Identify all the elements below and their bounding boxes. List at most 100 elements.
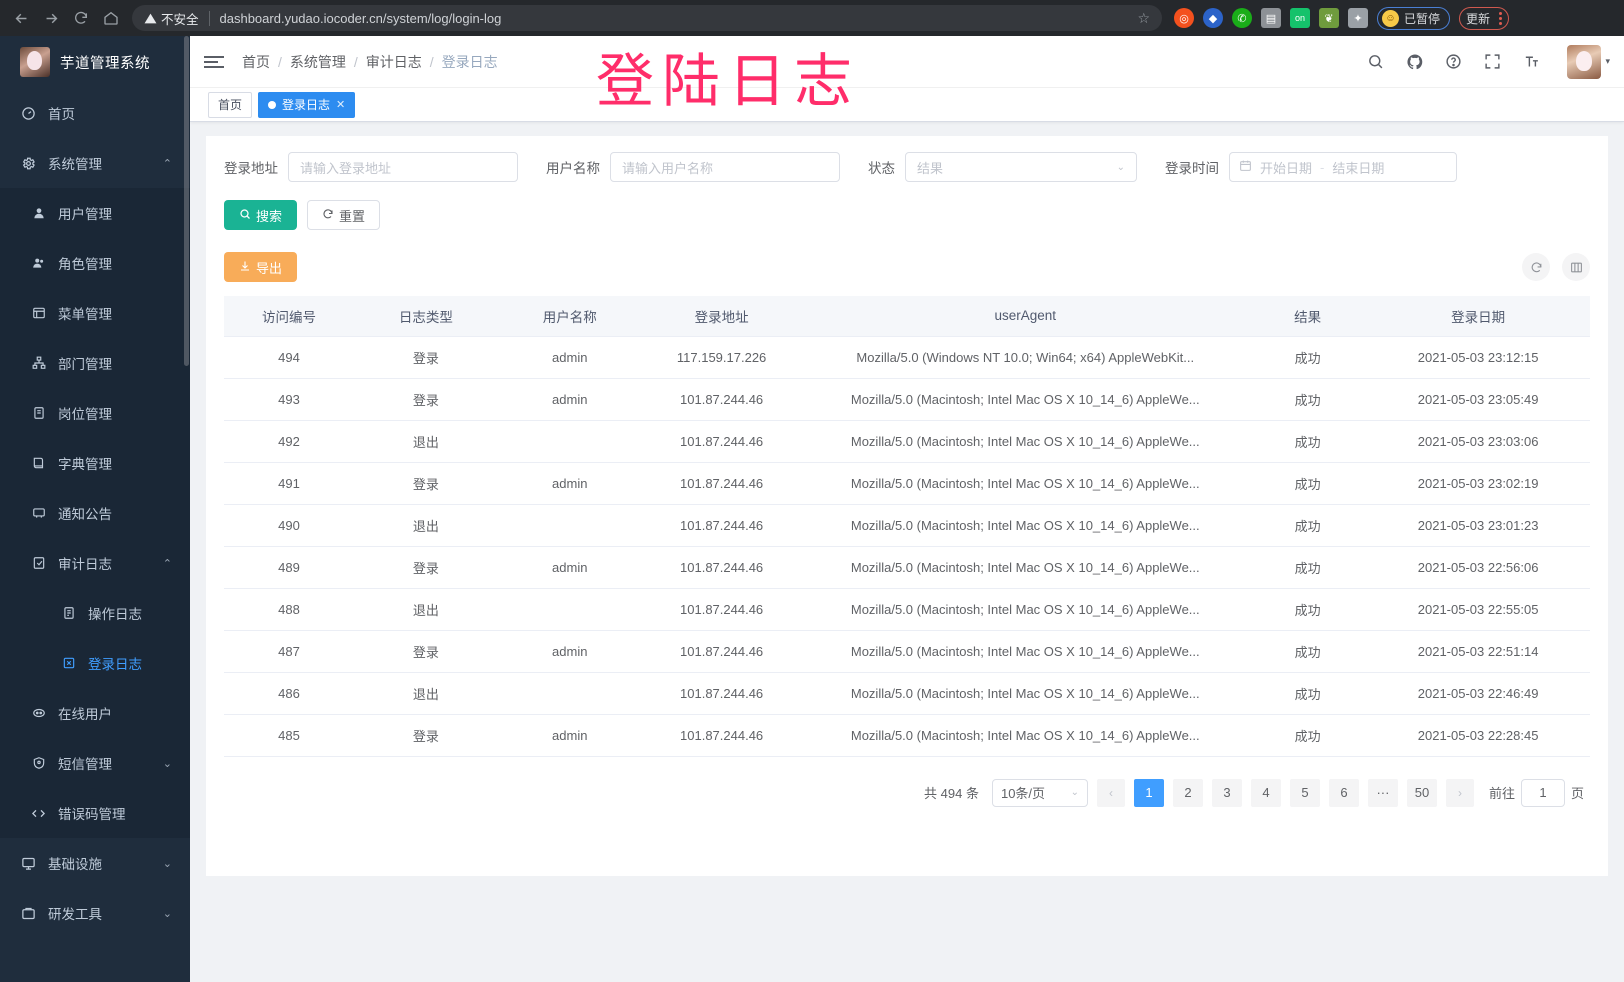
sidebar-item-posts[interactable]: 岗位管理 bbox=[0, 388, 190, 438]
sidebar-logo[interactable]: 芋道管理系统 bbox=[0, 36, 190, 88]
github-icon[interactable] bbox=[1405, 52, 1424, 71]
sidebar-scrollbar[interactable] bbox=[184, 36, 189, 366]
table-row[interactable]: 490 退出 101.87.244.46 Mozilla/5.0 (Macintosh… bbox=[224, 504, 1590, 547]
forward-arrow-icon[interactable] bbox=[36, 4, 66, 32]
address-bar[interactable]: 不安全 dashboard.yudao.iocoder.cn/system/lo… bbox=[132, 5, 1162, 31]
pagination-ellipsis[interactable]: ··· bbox=[1367, 778, 1398, 807]
pagination-prev[interactable]: ‹ bbox=[1096, 778, 1125, 807]
columns-settings-icon[interactable] bbox=[1562, 253, 1590, 281]
chevron-down-icon[interactable]: ▾ bbox=[1605, 56, 1610, 66]
navbar: 首页 / 系统管理 / 审计日志 / 登录日志 bbox=[190, 36, 1624, 88]
chevron-up-icon[interactable]: ⌃ bbox=[162, 157, 172, 170]
sidebar-item-dict[interactable]: 字典管理 bbox=[0, 438, 190, 488]
sidebar-item-menus[interactable]: 菜单管理 bbox=[0, 288, 190, 338]
login-address-input[interactable]: 请输入登录地址 bbox=[288, 152, 518, 182]
reset-button[interactable]: 重置 bbox=[307, 200, 381, 230]
chevron-down-icon-status[interactable]: ⌄ bbox=[1116, 161, 1125, 173]
sidebar-item-audit-log[interactable]: 审计日志 ⌃ bbox=[0, 538, 190, 588]
extension-puzzle-icon[interactable]: ✦ bbox=[1348, 8, 1368, 28]
sidebar-label-menus: 菜单管理 bbox=[58, 307, 112, 322]
pagination-page-6[interactable]: 6 bbox=[1328, 778, 1359, 807]
extension-grammarly-icon[interactable]: on bbox=[1290, 8, 1310, 28]
pagination-page-4[interactable]: 4 bbox=[1250, 778, 1281, 807]
close-icon[interactable]: ✕ bbox=[336, 99, 346, 111]
extension-leaf-icon[interactable]: ❦ bbox=[1319, 8, 1339, 28]
table-row[interactable]: 491 登录 admin 101.87.244.46 Mozilla/5.0 (Maci… bbox=[224, 462, 1590, 505]
table-row[interactable]: 489 登录 admin 101.87.244.46 Mozilla/5.0 (Maci… bbox=[224, 546, 1590, 589]
sidebar-item-login-log[interactable]: 登录日志 bbox=[0, 638, 190, 688]
back-arrow-icon[interactable] bbox=[6, 4, 36, 32]
extension-orange-icon[interactable]: ◎ bbox=[1174, 8, 1194, 28]
fullscreen-icon[interactable] bbox=[1483, 52, 1502, 71]
tag-login-log[interactable]: 登录日志 ✕ bbox=[258, 91, 356, 118]
tag-home[interactable]: 首页 bbox=[208, 91, 253, 118]
breadcrumb-item-1[interactable]: 系统管理 bbox=[289, 53, 346, 70]
breadcrumb-item-0[interactable]: 首页 bbox=[242, 53, 270, 70]
cell-log-type: 登录 bbox=[353, 630, 498, 673]
table-row[interactable]: 486 退出 101.87.244.46 Mozilla/5.0 (Macintosh… bbox=[224, 672, 1590, 715]
table-row[interactable]: 493 登录 admin 101.87.244.46 Mozilla/5.0 (Maci… bbox=[224, 378, 1590, 421]
tag-home-label: 首页 bbox=[218, 98, 243, 112]
sidebar-item-sms[interactable]: 短信管理 ⌄ bbox=[0, 738, 190, 788]
breadcrumb-item-2[interactable]: 审计日志 bbox=[365, 53, 422, 70]
reload-icon[interactable] bbox=[66, 4, 96, 32]
export-button[interactable]: 导出 bbox=[224, 252, 298, 282]
search-button[interactable]: 搜索 bbox=[224, 200, 298, 230]
paused-chip[interactable]: ☺ 已暂停 bbox=[1377, 6, 1451, 30]
pagination-page-1[interactable]: 1 bbox=[1133, 778, 1164, 807]
login-time-range[interactable]: 开始日期 - 结束日期 bbox=[1229, 152, 1457, 182]
username-input[interactable]: 请输入用户名称 bbox=[610, 152, 840, 182]
sidebar-item-operation-log[interactable]: 操作日志 bbox=[0, 588, 190, 638]
extension-wechat-icon[interactable]: ✆ bbox=[1232, 8, 1252, 28]
sidebar-item-error-code[interactable]: 错误码管理 bbox=[0, 788, 190, 838]
chevron-down-icon-devtools[interactable]: ⌄ bbox=[162, 907, 172, 920]
sidebar-item-devtools[interactable]: 研发工具 ⌄ bbox=[0, 888, 190, 938]
table-row[interactable]: 487 登录 admin 101.87.244.46 Mozilla/5.0 (Maci… bbox=[224, 630, 1590, 673]
table-row[interactable]: 488 退出 101.87.244.46 Mozilla/5.0 (Macintosh… bbox=[224, 588, 1590, 631]
home-icon[interactable] bbox=[96, 4, 126, 32]
table-row[interactable]: 494 登录 admin 117.159.17.226 Mozilla/5.0 (Win… bbox=[224, 336, 1590, 379]
pagination-next[interactable]: › bbox=[1445, 778, 1474, 807]
page-size-select[interactable]: 10条/页 ⌄ bbox=[991, 778, 1088, 807]
sidebar-item-notice[interactable]: 通知公告 bbox=[0, 488, 190, 538]
sidebar-item-home[interactable]: 首页 bbox=[0, 88, 190, 138]
update-chip[interactable]: 更新 bbox=[1459, 6, 1510, 30]
sidebar-item-online-users[interactable]: 在线用户 bbox=[0, 688, 190, 738]
sidebar-item-infrastructure[interactable]: 基础设施 ⌄ bbox=[0, 838, 190, 888]
refresh-circle-icon[interactable] bbox=[1522, 253, 1550, 281]
cell-login-date: 2021-05-03 23:03:06 bbox=[1366, 420, 1590, 463]
pagination-page-3[interactable]: 3 bbox=[1211, 778, 1242, 807]
sidebar-item-departments[interactable]: 部门管理 bbox=[0, 338, 190, 388]
cell-visit-id: 493 bbox=[224, 378, 354, 421]
cell-result: 成功 bbox=[1249, 378, 1367, 421]
status-select[interactable]: 结果 ⌄ bbox=[905, 152, 1137, 182]
jump-page-input[interactable]: 1 bbox=[1520, 778, 1565, 807]
cell-login-date: 2021-05-03 23:12:15 bbox=[1366, 336, 1590, 379]
extension-diamond-icon[interactable]: ◆ bbox=[1203, 8, 1223, 28]
pagination-page-2[interactable]: 2 bbox=[1172, 778, 1203, 807]
table-row[interactable]: 485 登录 admin 101.87.244.46 Mozilla/5.0 (Maci… bbox=[224, 714, 1590, 757]
extension-translate-icon[interactable]: ▤ bbox=[1261, 8, 1281, 28]
search-button-label: 搜索 bbox=[256, 208, 283, 224]
sidebar-item-roles[interactable]: 角色管理 bbox=[0, 238, 190, 288]
help-icon[interactable] bbox=[1444, 52, 1463, 71]
sidebar-item-users[interactable]: 用户管理 bbox=[0, 188, 190, 238]
chevron-up-icon-audit[interactable]: ⌃ bbox=[162, 557, 172, 570]
pagination-page-last[interactable]: 50 bbox=[1406, 778, 1437, 807]
chevron-down-icon-pagesize[interactable]: ⌄ bbox=[1070, 787, 1079, 798]
chevron-down-icon-sms[interactable]: ⌄ bbox=[162, 757, 172, 770]
log-doc-icon bbox=[60, 605, 77, 622]
search-icon[interactable] bbox=[1366, 52, 1385, 71]
user-menu[interactable]: ▾ bbox=[1567, 44, 1610, 79]
pagination-page-5[interactable]: 5 bbox=[1289, 778, 1320, 807]
insecure-indicator[interactable]: 不安全 bbox=[144, 9, 199, 28]
bookmark-star-icon[interactable]: ☆ bbox=[1137, 9, 1150, 26]
sidebar-submenu-system: 用户管理 角色管理 菜单管理 部门管理 bbox=[0, 188, 190, 838]
chevron-down-icon-infra[interactable]: ⌄ bbox=[162, 857, 172, 870]
hamburger-menu-icon[interactable] bbox=[204, 55, 224, 68]
table-row[interactable]: 492 退出 101.87.244.46 Mozilla/5.0 (Macintosh… bbox=[224, 420, 1590, 463]
font-size-icon[interactable] bbox=[1522, 52, 1541, 71]
sidebar-item-system[interactable]: 系统管理 ⌃ bbox=[0, 138, 190, 188]
three-dot-menu-icon[interactable] bbox=[1499, 11, 1503, 25]
cell-result: 成功 bbox=[1249, 630, 1367, 673]
